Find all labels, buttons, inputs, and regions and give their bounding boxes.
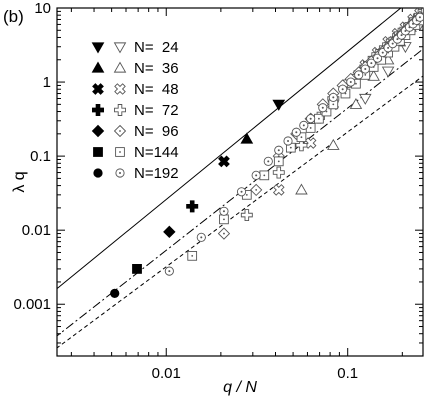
marker-circle-open xyxy=(274,145,284,155)
marker-diamond-open xyxy=(217,227,231,240)
legend-entry: N= 72 xyxy=(92,102,179,119)
marker-circle-filled xyxy=(93,168,103,178)
marker-tri-up-open xyxy=(349,97,363,109)
marker-circle-open xyxy=(328,92,338,103)
marker-square-open xyxy=(259,170,270,181)
legend-label: N= 96 xyxy=(134,123,179,140)
y-tick-label: 10 xyxy=(34,0,51,17)
marker-plus-filled xyxy=(186,200,199,213)
marker-circle-open xyxy=(196,232,206,242)
marker-circle-open xyxy=(299,120,309,130)
marker-tri-up-filled xyxy=(240,132,254,144)
marker-plus-open xyxy=(272,166,285,179)
panel-label: (b) xyxy=(3,7,24,26)
y-tick-label: 0.1 xyxy=(30,148,51,165)
marker-square-open xyxy=(273,156,284,167)
marker-plus-open xyxy=(295,139,308,152)
marker-circle-open xyxy=(372,53,383,63)
marker-plus-open xyxy=(240,209,253,222)
marker-x-filled xyxy=(92,83,104,95)
marker-tri-down-filled xyxy=(272,99,286,111)
marker-x-open xyxy=(114,83,126,95)
marker-tri-down-open xyxy=(113,42,127,54)
y-axis-title: λ q xyxy=(11,171,28,192)
marker-diamond-open xyxy=(113,124,127,138)
marker-x-open xyxy=(304,137,317,149)
marker-circle-open xyxy=(283,136,293,146)
marker-tri-down-open xyxy=(381,66,395,78)
marker-circle-open xyxy=(164,266,174,276)
marker-plus-open xyxy=(114,104,126,116)
legend-label: N= 24 xyxy=(134,39,179,56)
marker-tri-up-open xyxy=(327,138,340,150)
marker-circle-open xyxy=(236,187,247,197)
tick-labels: 0.01 0.1 0.001 0.01 0.1 1 10 xyxy=(13,0,358,382)
legend-label: N= 36 xyxy=(134,60,179,77)
marker-square-open xyxy=(187,251,198,261)
y-tick-label: 0.001 xyxy=(13,296,51,313)
plot-frame xyxy=(56,7,424,357)
marker-square-open xyxy=(296,132,307,143)
marker-square-filled xyxy=(132,264,142,274)
marker-diamond-filled xyxy=(91,124,105,138)
legend-label: N= 48 xyxy=(134,81,179,98)
x-axis-title: q / N xyxy=(223,379,257,396)
marker-x-open xyxy=(272,184,285,196)
legend-label: N=192 xyxy=(134,165,179,182)
x-tick-label: 0.1 xyxy=(337,365,358,382)
y-tick-label: 0.01 xyxy=(22,222,51,239)
marker-circle-open xyxy=(338,84,348,94)
marker-circle-open xyxy=(360,64,370,74)
marker-tri-down-filled xyxy=(91,42,105,54)
marker-tri-up-open xyxy=(295,183,308,195)
fit-lines xyxy=(57,8,423,349)
marker-circle-open xyxy=(291,127,301,137)
y-tick-label: 1 xyxy=(43,74,51,91)
marker-circle-open xyxy=(354,70,364,80)
legend-label: N= 72 xyxy=(134,102,179,119)
marker-circle-open xyxy=(306,114,316,124)
marker-diamond-filled xyxy=(163,225,176,239)
legend-entry: N= 24 xyxy=(91,39,179,56)
marker-circle-open xyxy=(346,77,356,87)
data-points xyxy=(110,8,423,299)
legend-entry: N=144 xyxy=(93,144,179,161)
marker-circle-open xyxy=(366,58,376,68)
fit-line-dash-dot xyxy=(57,48,423,337)
marker-diamond-open xyxy=(250,183,263,197)
marker-circle-open xyxy=(263,156,273,166)
fit-line-solid xyxy=(57,8,402,290)
marker-circle-open xyxy=(115,168,125,178)
legend-label: N=144 xyxy=(134,144,179,161)
marker-square-open xyxy=(115,147,125,157)
marker-circle-open xyxy=(219,206,229,216)
x-tick-label: 0.01 xyxy=(152,365,181,382)
marker-circle-open xyxy=(318,103,328,113)
marker-circle-filled xyxy=(110,288,120,299)
fit-line-dashed xyxy=(57,75,423,349)
marker-square-filled xyxy=(93,147,103,157)
marker-x-filled xyxy=(218,155,230,168)
legend-entry: N=192 xyxy=(93,165,179,182)
legend-entry: N= 48 xyxy=(92,81,179,98)
marker-tri-up-filled xyxy=(91,61,105,73)
marker-square-open xyxy=(219,214,229,225)
legend-entry: N= 96 xyxy=(91,123,179,140)
marker-plus-filled xyxy=(92,104,104,116)
marker-circle-open xyxy=(251,170,261,180)
legend-entry: N= 36 xyxy=(91,60,179,77)
marker-circle-open xyxy=(415,12,423,22)
marker-tri-down-open xyxy=(359,93,372,105)
marker-tri-up-open xyxy=(113,61,127,73)
marker-tri-up-open xyxy=(367,69,380,81)
legend: N= 24 N= 36 N= 48 N= 72 N= 96 N=144 N=192 xyxy=(91,39,179,182)
